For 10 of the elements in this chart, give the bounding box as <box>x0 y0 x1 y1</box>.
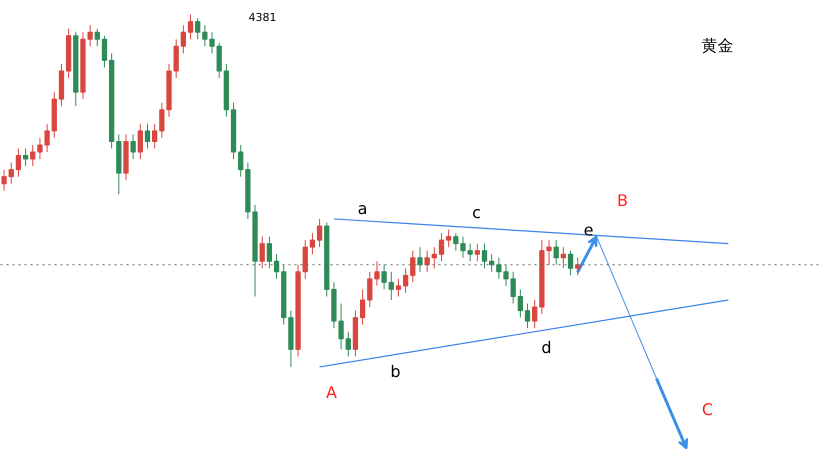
annotation: b <box>390 362 401 381</box>
text: A <box>326 383 338 402</box>
annotation: c <box>472 203 481 222</box>
text: 黄金 <box>702 36 734 55</box>
text: C <box>702 400 714 419</box>
annotation: B <box>617 191 628 210</box>
annotation: a <box>358 199 368 218</box>
annotation: e <box>584 220 594 240</box>
annotation: d <box>541 338 552 357</box>
annotation: 4381 <box>248 11 277 24</box>
